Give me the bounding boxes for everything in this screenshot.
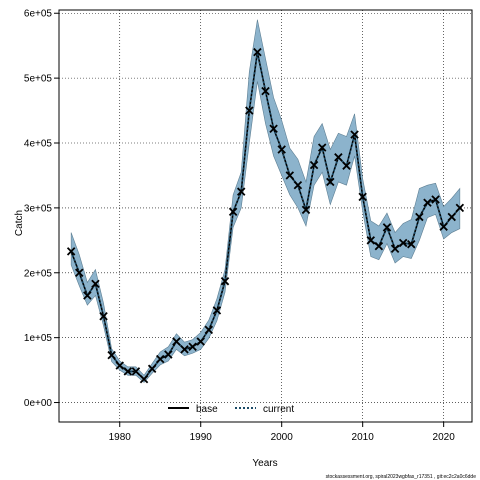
- data-point-marker: [204, 325, 214, 335]
- legend-label-current: current: [263, 404, 294, 415]
- legend-label-base: base: [196, 404, 218, 415]
- y-tick-label: 2e+05: [24, 268, 53, 279]
- confidence-band-area: [70, 19, 461, 383]
- data-point-marker: [196, 337, 205, 346]
- data-point-marker: [180, 345, 189, 354]
- data-point-marker: [301, 205, 311, 215]
- data-point-marker: [115, 361, 124, 370]
- data-point-marker: [220, 276, 230, 286]
- data-point-marker: [277, 145, 286, 154]
- data-point-marker: [447, 212, 456, 222]
- data-point-marker: [123, 367, 133, 376]
- data-point-marker: [334, 153, 343, 162]
- x-tick-label: 1980: [109, 432, 132, 443]
- data-point-marker: [131, 367, 141, 376]
- data-point-marker: [75, 268, 84, 278]
- data-point-marker: [358, 192, 367, 202]
- data-point-marker: [431, 195, 440, 204]
- data-point-marker: [83, 291, 92, 300]
- y-tick-label: 6e+05: [24, 9, 53, 20]
- data-point-marker: [236, 187, 246, 196]
- data-point-marker: [66, 247, 76, 256]
- y-tick-label: 5e+05: [24, 74, 53, 85]
- data-point-marker: [398, 238, 408, 248]
- data-point-marker: [342, 161, 351, 170]
- data-point-marker: [455, 203, 465, 213]
- data-point-marker: [382, 223, 392, 232]
- x-tick-label: 2020: [433, 432, 456, 443]
- data-point-marker: [350, 130, 359, 139]
- y-tick-label: 1e+05: [24, 333, 53, 344]
- data-point-marker: [139, 374, 149, 384]
- data-point-marker: [423, 198, 432, 207]
- data-point-marker: [91, 279, 100, 289]
- data-point-marker: [415, 212, 424, 222]
- data-point-marker: [164, 350, 173, 359]
- data-point-marker: [309, 160, 319, 170]
- data-point-marker: [245, 106, 254, 115]
- x-tick-label: 2010: [352, 432, 375, 443]
- y-tick-label: 3e+05: [24, 203, 53, 214]
- data-point-marker: [172, 337, 181, 346]
- x-tick-label: 1990: [190, 432, 213, 443]
- data-point-marker: [107, 350, 116, 360]
- y-tick-label: 4e+05: [24, 139, 53, 150]
- y-tick-label: 0e+00: [24, 398, 53, 409]
- data-point-marker: [326, 177, 335, 187]
- x-axis: 1980 1990 2000 2010 2020: [109, 422, 456, 443]
- data-point-marker: [99, 312, 108, 321]
- data-point-marker: [439, 222, 448, 231]
- data-point-marker: [317, 143, 327, 152]
- data-point-marker: [407, 239, 416, 249]
- data-point-marker: [261, 86, 270, 96]
- data-point-marker: [188, 342, 197, 351]
- data-point-marker: [253, 47, 262, 57]
- footer-text: stockassessment.org, spiral2023wgbfas_r1…: [326, 474, 477, 480]
- plot-frame: [58, 9, 473, 423]
- data-point-marker: [155, 354, 165, 364]
- series-markers: [66, 47, 465, 384]
- data-point-marker: [285, 171, 295, 180]
- data-point-marker: [269, 124, 278, 133]
- data-point-marker: [293, 180, 303, 190]
- data-point-marker: [366, 236, 376, 245]
- legend: base current: [168, 404, 294, 415]
- confidence-band: [70, 19, 461, 383]
- data-point-marker: [147, 364, 157, 374]
- data-point-marker: [374, 241, 384, 251]
- data-point-marker: [212, 306, 222, 315]
- x-axis-title: Years: [252, 458, 277, 469]
- y-axis: 0e+00 1e+05 2e+05 3e+05 4e+05 5e+05 6e+05: [24, 9, 59, 409]
- x-tick-label: 2000: [271, 432, 294, 443]
- data-point-marker: [228, 207, 238, 217]
- y-axis-title: Catch: [14, 210, 25, 236]
- data-point-marker: [390, 244, 400, 254]
